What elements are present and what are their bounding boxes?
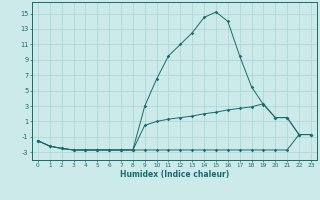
X-axis label: Humidex (Indice chaleur): Humidex (Indice chaleur) [120,170,229,179]
